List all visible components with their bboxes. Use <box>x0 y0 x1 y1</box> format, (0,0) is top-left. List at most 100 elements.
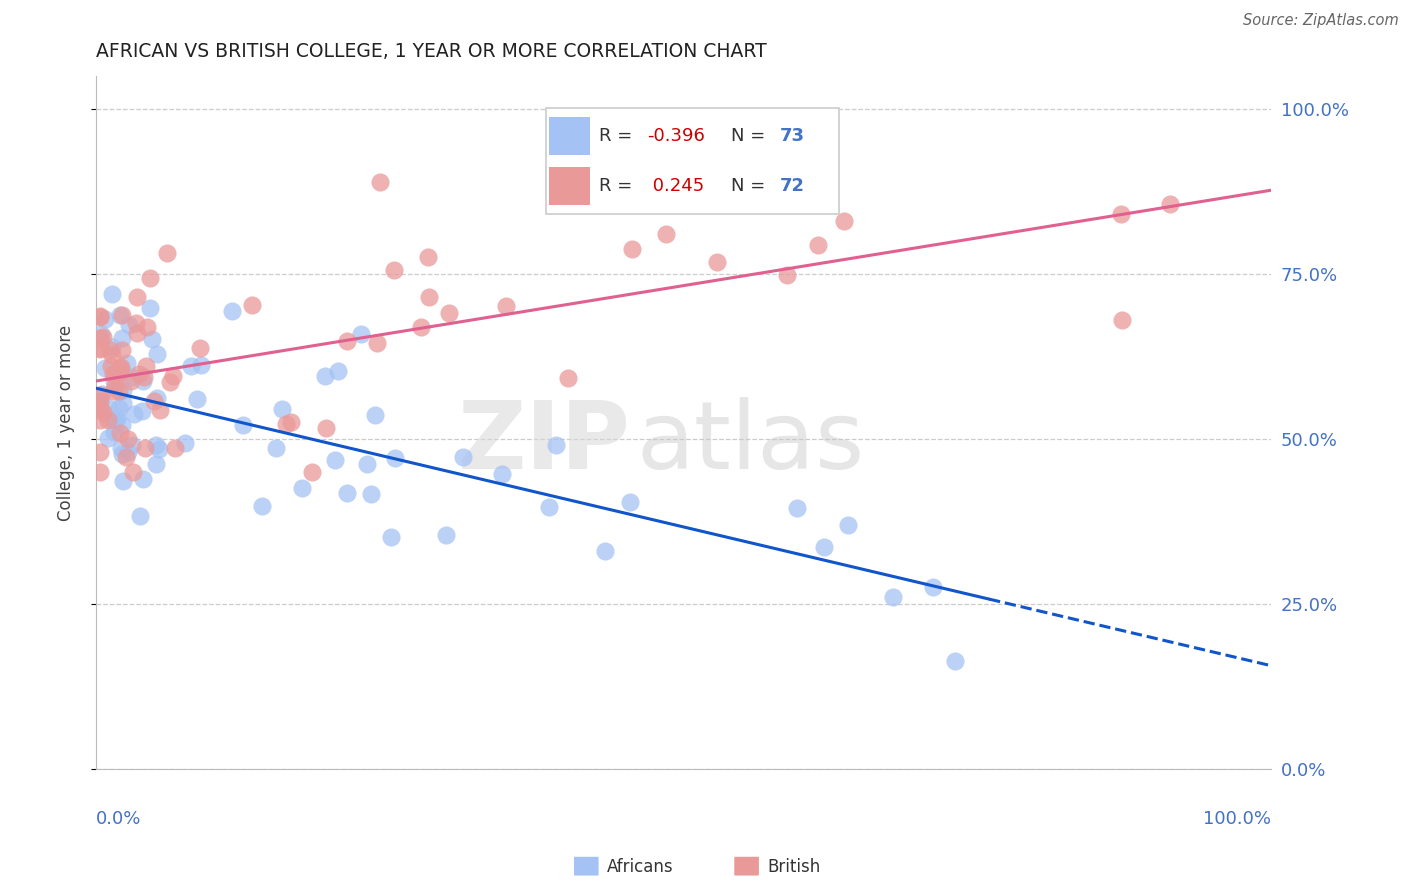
Point <box>111 309 134 323</box>
Point <box>315 421 337 435</box>
Point <box>145 438 167 452</box>
Point <box>380 530 402 544</box>
Point <box>409 319 432 334</box>
Point <box>557 371 579 385</box>
Point <box>270 402 292 417</box>
Point <box>148 442 170 457</box>
Point <box>97 413 120 427</box>
Text: Source: ZipAtlas.com: Source: ZipAtlas.com <box>1243 13 1399 29</box>
Point <box>264 441 287 455</box>
Point <box>101 286 124 301</box>
Point <box>314 369 336 384</box>
Point <box>110 361 132 376</box>
Point <box>117 444 139 458</box>
Point <box>103 425 125 440</box>
Point <box>250 500 273 514</box>
Point <box>94 361 117 376</box>
Point <box>97 431 120 445</box>
Point <box>621 242 644 256</box>
Point <box>132 374 155 388</box>
Point <box>350 327 373 342</box>
Point <box>131 403 153 417</box>
Point <box>706 254 728 268</box>
Point <box>103 379 125 393</box>
Point <box>776 268 799 282</box>
Point <box>120 374 142 388</box>
Point <box>105 411 128 425</box>
Point <box>98 343 121 358</box>
Point <box>291 481 314 495</box>
Point <box>360 486 382 500</box>
Point <box>141 332 163 346</box>
Point <box>240 298 263 312</box>
Point <box>117 433 139 447</box>
Point <box>104 368 127 383</box>
Point <box>101 384 124 398</box>
Point <box>156 246 179 260</box>
Point <box>112 395 135 409</box>
Point <box>437 305 460 319</box>
Point <box>188 341 211 355</box>
Point <box>882 590 904 604</box>
Point <box>122 465 145 479</box>
Point <box>121 370 143 384</box>
Point <box>89 341 111 355</box>
Point <box>89 388 111 402</box>
Point <box>837 517 859 532</box>
Text: Africans: Africans <box>606 858 673 876</box>
Point <box>129 509 152 524</box>
Point <box>89 309 111 323</box>
Point <box>943 654 966 668</box>
Text: 100.0%: 100.0% <box>1204 810 1271 829</box>
Point <box>134 370 156 384</box>
Point <box>101 347 124 361</box>
Point <box>89 310 111 325</box>
Point <box>89 331 111 345</box>
FancyBboxPatch shape <box>734 856 759 876</box>
FancyBboxPatch shape <box>574 856 599 876</box>
Point <box>101 340 124 354</box>
Point <box>118 318 141 332</box>
Point <box>114 450 136 465</box>
Point <box>97 401 120 416</box>
Point <box>453 450 475 464</box>
Point <box>111 474 134 488</box>
Point <box>111 343 134 357</box>
Point <box>122 407 145 421</box>
Point <box>416 250 439 264</box>
Point <box>125 326 148 340</box>
Point <box>139 301 162 316</box>
Point <box>121 438 143 452</box>
Point <box>94 311 117 326</box>
Point <box>655 227 678 241</box>
Point <box>221 304 243 318</box>
Point <box>145 391 167 405</box>
Point <box>91 404 114 418</box>
Point <box>323 452 346 467</box>
Point <box>145 457 167 471</box>
Point <box>110 442 132 456</box>
Point <box>115 356 138 370</box>
Point <box>90 326 112 341</box>
Point <box>146 347 169 361</box>
Point <box>110 360 132 375</box>
Point <box>89 465 111 479</box>
Point <box>135 359 157 373</box>
Point <box>108 401 131 415</box>
Point <box>418 290 440 304</box>
Point <box>368 175 391 189</box>
Point <box>149 403 172 417</box>
Point <box>1111 313 1133 327</box>
Point <box>142 394 165 409</box>
Point <box>125 317 148 331</box>
Point <box>619 495 641 509</box>
Point <box>90 387 112 401</box>
Point <box>1159 197 1181 211</box>
Point <box>186 392 208 406</box>
Point <box>180 359 202 373</box>
Point <box>125 290 148 304</box>
Point <box>104 413 127 427</box>
Point <box>366 336 388 351</box>
Point <box>356 457 378 471</box>
Point <box>434 528 457 542</box>
